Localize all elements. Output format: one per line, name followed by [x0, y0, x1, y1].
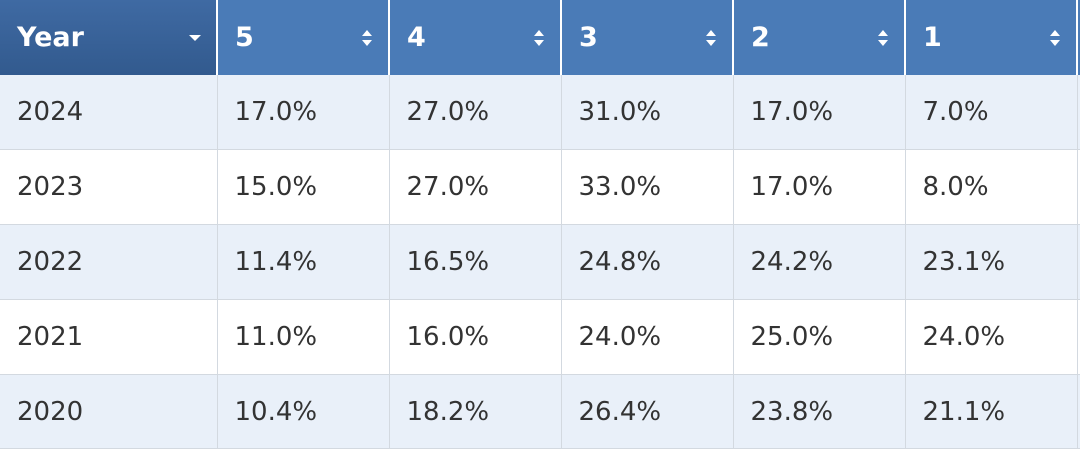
header-label: 3 — [579, 22, 598, 53]
sort-icon[interactable] — [360, 29, 374, 47]
year-cell: 2020 — [0, 374, 218, 449]
table-row: 2023 15.0% 27.0% 33.0% 17.0% 8.0% — [0, 149, 1080, 226]
header-label: 4 — [407, 22, 426, 53]
header-label: Year — [17, 22, 84, 53]
column-header[interactable]: 3 — [561, 0, 734, 75]
value-cell: 33.0% — [561, 149, 734, 226]
column-header[interactable]: 5 — [217, 0, 390, 75]
sort-icon[interactable] — [1048, 29, 1062, 47]
row-filler — [1077, 75, 1080, 151]
row-filler — [1077, 299, 1080, 375]
header-label: 5 — [235, 22, 254, 53]
value-cell: 24.0% — [561, 299, 734, 375]
year-cell: 2022 — [0, 224, 218, 300]
value-cell: 18.2% — [389, 374, 562, 449]
header-filler — [1077, 0, 1080, 75]
header-label: 1 — [923, 22, 942, 53]
value-cell: 15.0% — [217, 149, 390, 226]
table-row: 2021 11.0% 16.0% 24.0% 25.0% 24.0% — [0, 299, 1080, 375]
value-cell: 16.0% — [389, 299, 562, 375]
value-cell: 24.8% — [561, 224, 734, 300]
value-cell: 26.4% — [561, 374, 734, 449]
row-filler — [1077, 149, 1080, 226]
value-cell: 10.4% — [217, 374, 390, 449]
value-cell: 25.0% — [733, 299, 906, 375]
value-cell: 23.8% — [733, 374, 906, 449]
header-label: 2 — [751, 22, 770, 53]
value-cell: 21.1% — [905, 374, 1078, 449]
value-cell: 16.5% — [389, 224, 562, 300]
column-header[interactable]: 4 — [389, 0, 562, 75]
value-cell: 11.4% — [217, 224, 390, 300]
value-cell: 17.0% — [733, 149, 906, 226]
column-header[interactable]: 2 — [733, 0, 906, 75]
table-row: 2020 10.4% 18.2% 26.4% 23.8% 21.1% — [0, 374, 1080, 449]
table-row: 2022 11.4% 16.5% 24.8% 24.2% 23.1% — [0, 224, 1080, 300]
value-cell: 7.0% — [905, 75, 1078, 151]
value-cell: 8.0% — [905, 149, 1078, 226]
year-cell: 2021 — [0, 299, 218, 375]
value-cell: 27.0% — [389, 149, 562, 226]
sort-icon[interactable] — [876, 29, 890, 47]
value-cell: 24.0% — [905, 299, 1078, 375]
value-cell: 27.0% — [389, 75, 562, 151]
value-cell: 31.0% — [561, 75, 734, 151]
header-row: Year 5 4 3 2 1 — [0, 0, 1080, 75]
value-cell: 11.0% — [217, 299, 390, 375]
value-cell: 17.0% — [217, 75, 390, 151]
year-cell: 2023 — [0, 149, 218, 226]
sort-icon[interactable] — [188, 29, 202, 47]
value-cell: 23.1% — [905, 224, 1078, 300]
sort-icon[interactable] — [532, 29, 546, 47]
row-filler — [1077, 224, 1080, 300]
year-cell: 2024 — [0, 75, 218, 151]
table-row: 2024 17.0% 27.0% 31.0% 17.0% 7.0% — [0, 75, 1080, 151]
table-body: 2024 17.0% 27.0% 31.0% 17.0% 7.0% 2023 15.0% 27.… — [0, 75, 1080, 449]
value-cell: 17.0% — [733, 75, 906, 151]
value-cell: 24.2% — [733, 224, 906, 300]
sort-icon[interactable] — [704, 29, 718, 47]
column-header[interactable]: 1 — [905, 0, 1078, 75]
column-header[interactable]: Year — [0, 0, 218, 75]
row-filler — [1077, 374, 1080, 449]
